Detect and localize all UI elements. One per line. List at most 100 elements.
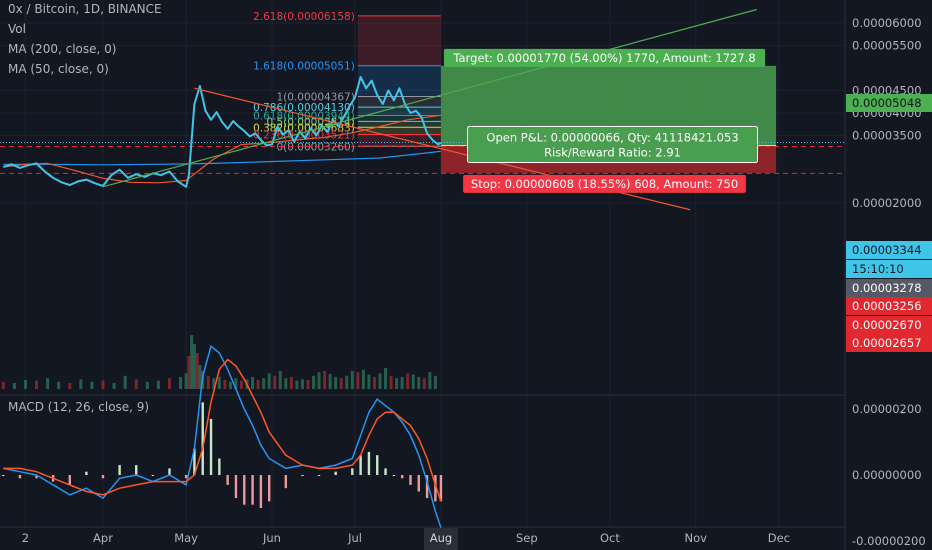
macd-histogram-bar xyxy=(392,475,396,476)
price-badge xyxy=(846,297,932,315)
price-tick-label: 0.00005500 xyxy=(852,39,922,53)
macd-histogram-bar xyxy=(439,475,443,502)
volume-bar xyxy=(134,379,138,389)
volume-bar xyxy=(428,372,432,389)
macd-histogram-bar xyxy=(218,458,221,475)
volume-bar xyxy=(284,378,288,389)
stop-label: Stop: 0.00000608 (18.55%) 608, Amount: 7… xyxy=(471,177,738,191)
volume-bar xyxy=(184,373,188,389)
volume-bar xyxy=(90,381,94,389)
volume-bar xyxy=(46,378,50,389)
macd-histogram-bar xyxy=(35,475,38,479)
volume-bar xyxy=(289,377,293,389)
volume-bar xyxy=(223,380,227,389)
price-badge xyxy=(846,316,932,334)
volume-bar xyxy=(339,378,343,389)
macd-tick-label: 0.00000000 xyxy=(852,468,922,482)
time-tick-label: Dec xyxy=(768,531,790,545)
macd-histogram-bar xyxy=(85,471,88,475)
volume-bar xyxy=(262,378,266,389)
ascending-trendline xyxy=(102,8,757,188)
price-line xyxy=(2,76,442,188)
stop-label-box xyxy=(463,174,746,193)
time-tick-label: Sep xyxy=(516,531,538,545)
volume-bar xyxy=(306,380,310,389)
macd-histogram-bar xyxy=(425,475,429,499)
volume-bar xyxy=(79,379,83,389)
legend-macd[interactable]: MACD (12, 26, close, 9) xyxy=(8,400,150,414)
volume-bar xyxy=(206,375,210,389)
volume-bar xyxy=(57,381,61,389)
fib-zone xyxy=(357,115,441,122)
volume-bar xyxy=(389,375,393,389)
macd-histogram-bar xyxy=(384,468,387,475)
time-tick-label: May xyxy=(174,531,198,545)
active-time-badge xyxy=(423,528,458,550)
time-tick-label: Apr xyxy=(93,531,113,545)
volume-bar xyxy=(217,377,221,389)
fib-level-label: 1.618(0.00005051) xyxy=(253,61,355,73)
legend-ma50[interactable]: MA (50, close, 0) xyxy=(8,62,109,76)
volume-bar xyxy=(312,375,316,389)
time-tick-label: Nov xyxy=(685,531,708,545)
fib-level-label: 0.618(0.00003944) xyxy=(253,111,355,123)
fib-zone xyxy=(357,96,441,108)
legend-symbol[interactable]: 0x / Bitcoin, 1D, BINANCE xyxy=(8,2,162,16)
macd-pane xyxy=(2,345,443,529)
volume-bar xyxy=(195,353,199,389)
volume-bar xyxy=(295,380,299,389)
macd-histogram-bar xyxy=(268,475,271,502)
price-badge-label: 0.00003344 xyxy=(852,243,922,257)
price-badge xyxy=(846,334,932,352)
time-tick-label: Jun xyxy=(262,531,281,545)
volume-bar xyxy=(417,377,421,389)
macd-histogram-bar xyxy=(334,471,337,475)
macd-legend: MACD (12, 26, close, 9) xyxy=(8,397,149,417)
price-badge-label: 0.00003278 xyxy=(852,281,922,295)
macd-histogram-bar xyxy=(251,475,254,505)
legend-vol[interactable]: Vol xyxy=(8,22,26,36)
volume-bar xyxy=(328,374,332,389)
macd-histogram-bar xyxy=(226,475,229,485)
macd-line xyxy=(3,345,442,529)
position-labels: Target: 0.00001770 (54.00%) 1770, Amount… xyxy=(443,48,766,193)
volume-bar xyxy=(145,381,149,389)
volume-bar xyxy=(68,383,72,389)
volume-bar xyxy=(267,373,271,389)
volume-bar xyxy=(400,377,404,389)
ma50-line xyxy=(3,114,441,184)
price-badge xyxy=(846,279,932,297)
macd-histogram-bar xyxy=(409,475,412,485)
ma200-line xyxy=(3,150,441,166)
macd-histogram-bar xyxy=(417,475,420,492)
volume-bar xyxy=(372,377,376,389)
volume-bar xyxy=(190,335,194,389)
price-badge xyxy=(846,260,932,278)
macd-histogram-bar xyxy=(18,475,22,479)
volume-bar xyxy=(300,379,304,389)
volume-bar xyxy=(240,380,243,389)
volume-bar xyxy=(212,378,216,389)
fib-zone xyxy=(357,121,441,128)
main-legend: 0x / Bitcoin, 1D, BINANCE Vol MA (200, c… xyxy=(8,0,162,79)
volume-bar xyxy=(317,372,321,389)
fibonacci-extension[interactable]: 2.618(0.00006158) 1.618(0.00005051) 1(0.00… xyxy=(253,11,441,153)
signal-line xyxy=(3,358,442,502)
pnl-box xyxy=(467,125,759,163)
volume-bar xyxy=(411,374,415,389)
volume-bar xyxy=(179,377,183,389)
macd-histogram-bar xyxy=(101,475,105,479)
fib-zone xyxy=(357,107,441,116)
macd-histogram-bar xyxy=(400,475,404,479)
target-label-box xyxy=(443,48,766,67)
legend-ma200[interactable]: MA (200, close, 0) xyxy=(8,42,117,56)
price-badge xyxy=(846,241,932,259)
macd-histogram-bar xyxy=(209,418,213,475)
time-tick-label: Oct xyxy=(600,531,620,545)
volume-bar xyxy=(192,344,196,389)
macd-histogram-bar xyxy=(376,455,379,475)
volume-bar xyxy=(384,368,388,389)
target-label: Target: 0.00001770 (54.00%) 1770, Amount… xyxy=(452,51,755,65)
volume-bar xyxy=(251,377,255,389)
